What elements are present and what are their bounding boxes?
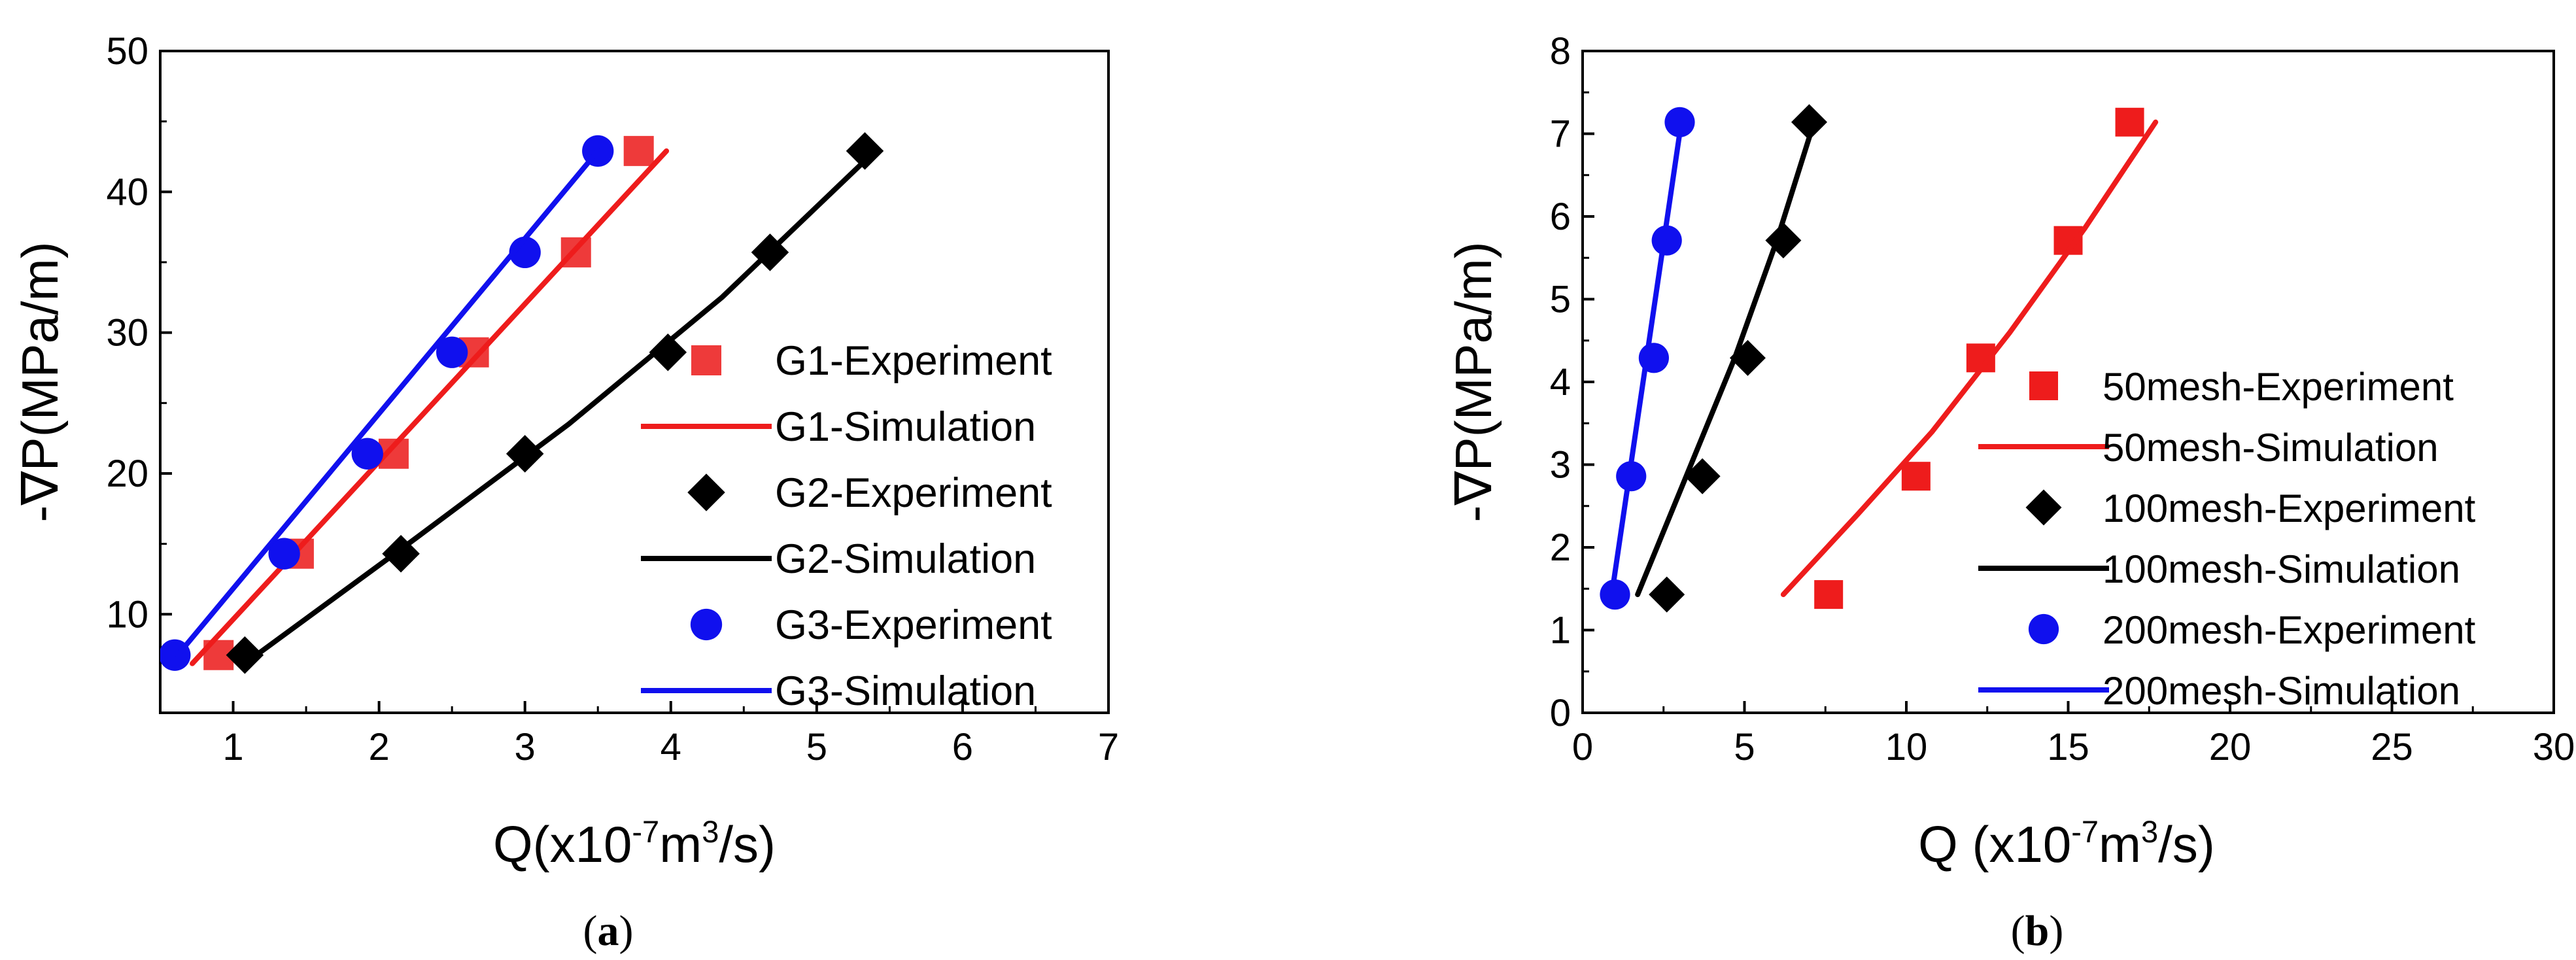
panel-label: (a) [583,907,634,955]
panel-label-open: ( [583,907,598,955]
y-tick-label: 3 [1550,444,1571,487]
x-tick-label: 5 [1734,726,1755,768]
x-tick-label: 2 [368,726,389,768]
series-line-g2-simulation [242,148,878,666]
legend-marker-50mesh-experiment [2029,371,2058,400]
data-point-g2-experiment [846,132,884,170]
legend: G1-Experiment G1-Simulation G2-Experiment G… [641,338,1052,714]
x-tick-label: 3 [515,726,536,768]
legend-marker-100mesh-experiment [2025,489,2062,526]
data-point-50mesh-experiment [1814,580,1844,609]
x-tick-label: 0 [1572,726,1593,768]
plot-frame [159,50,1110,714]
x-axis-title-part: /s) [2158,815,2215,873]
data-point-200mesh-experiment [1651,225,1682,256]
legend-label-g1-experiment: G1-Experiment [775,338,1052,384]
legend: 50mesh-Experiment 50mesh-Simulation 100mes… [1978,365,2476,713]
y-tick-label: 1 [1550,609,1571,652]
series-line-100mesh-simulation [1635,119,1817,598]
panel-label: (b) [2011,907,2064,955]
x-tick-label: 15 [2047,726,2089,768]
x-tick-label: 6 [952,726,973,768]
legend-label-100mesh-simulation: 100mesh-Simulation [2103,547,2460,591]
legend-label-100mesh-experiment: 100mesh-Experiment [2103,487,2476,530]
data-point-g2-experiment [226,636,264,674]
x-axis-title-part: m [659,815,702,873]
x-axis-title-part: -7 [632,814,659,849]
legend-label-g1-simulation: G1-Simulation [775,404,1036,450]
y-tick-label: 6 [1550,196,1571,238]
x-axis-title-part: Q(x10 [493,815,632,873]
series-line-200mesh-simulation [1609,119,1684,598]
data-point-100mesh-experiment [1684,458,1721,494]
x-tick-label: 1 [222,726,243,768]
x-axis-title-part: -7 [2071,814,2099,849]
legend-label-g2-simulation: G2-Simulation [775,536,1036,582]
data-point-100mesh-experiment [1791,104,1827,141]
chart-a: 1 2 3 4 5 6 7 10 20 30 40 50 G1-Experiment G1-Simulat… [11,30,1119,955]
y-tick-label: 0 [1550,692,1571,734]
data-point-50mesh-experiment [1901,462,1931,491]
legend-label-g3-simulation: G3-Simulation [775,668,1036,714]
legend-label-200mesh-simulation: 200mesh-Simulation [2103,669,2460,713]
plot-area [160,132,884,674]
y-tick-label: 30 [106,312,148,354]
series-line-g3-simulation [175,148,601,658]
y-axis-title: -∇P(MPa/m) [11,241,69,522]
panel-label-letter: b [2025,907,2050,955]
legend-label-200mesh-experiment: 200mesh-Experiment [2103,608,2476,652]
y-tick-label: 20 [106,453,148,495]
legend-marker-g2-experiment [687,473,725,511]
x-axis-title-part: /s) [719,815,776,873]
data-point-100mesh-experiment [1649,576,1685,613]
y-tick-label: 2 [1550,526,1571,569]
legend-marker-200mesh-experiment [2028,613,2059,645]
data-point-g2-experiment [649,334,687,371]
legend-marker-g1-experiment [691,345,721,375]
panel-label-letter: a [598,907,619,955]
data-point-g3-experiment [436,336,468,368]
x-axis-title: Q (x10-7m3/s) [1918,814,2215,873]
x-axis-title-part: 3 [702,814,719,849]
series-line-50mesh-simulation [1780,119,2159,598]
y-axis-title: -∇P(MPa/m) [1445,241,1502,522]
x-tick-label: 30 [2533,726,2575,768]
legend-label-50mesh-experiment: 50mesh-Experiment [2103,365,2454,409]
series-line-g1-simulation [190,148,670,666]
y-tick-label: 5 [1550,279,1571,321]
x-axis-title-part: m [2099,815,2141,873]
panel-label-open: ( [2011,907,2025,955]
x-tick-label: 4 [661,726,681,768]
y-tick-label: 8 [1550,30,1571,73]
x-tick-label: 10 [1885,726,1928,768]
legend-label-g3-experiment: G3-Experiment [775,602,1052,648]
panel-label-close: ) [619,907,634,955]
y-tick-label: 40 [106,171,148,213]
data-point-g1-experiment [623,135,654,166]
y-tick-label: 10 [106,593,148,636]
x-tick-label: 25 [2371,726,2413,768]
plot-area [1600,104,2159,613]
x-axis-title: Q(x10-7m3/s) [493,814,776,873]
legend-marker-g3-experiment [690,608,723,641]
x-axis-title-part: Q (x10 [1918,815,2071,873]
legend-label-g2-experiment: G2-Experiment [775,470,1052,516]
data-point-g3-experiment [268,538,300,570]
y-tick-label: 7 [1550,113,1571,156]
x-axis-title-part: 3 [2141,814,2158,849]
data-point-200mesh-experiment [1600,579,1630,610]
y-tick-label: 50 [106,30,148,73]
y-tick-label: 4 [1550,361,1571,403]
data-point-50mesh-experiment [2115,107,2144,137]
panel-label-close: ) [2049,907,2063,955]
legend-label-50mesh-simulation: 50mesh-Simulation [2103,426,2439,470]
data-point-g3-experiment [351,437,383,470]
chart-b: 0 5 10 15 20 25 3001234567850mesh-Experiment50… [1445,30,2575,955]
x-tick-label: 7 [1098,726,1119,768]
x-tick-label: 20 [2209,726,2252,768]
x-tick-label: 5 [806,726,827,768]
